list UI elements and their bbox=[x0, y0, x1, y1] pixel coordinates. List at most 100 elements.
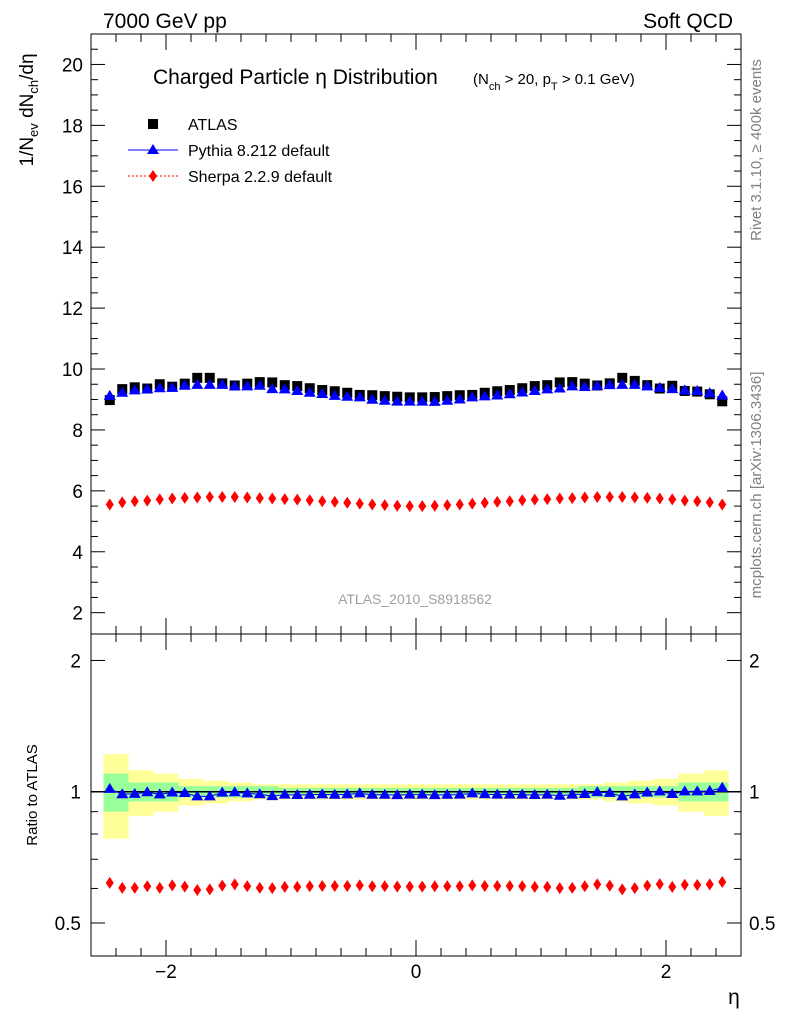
ratio-point bbox=[530, 880, 539, 893]
data-point bbox=[555, 492, 564, 505]
ratio-point bbox=[153, 788, 166, 799]
data-point bbox=[716, 389, 729, 400]
data-point bbox=[480, 496, 489, 509]
ratio-point bbox=[680, 878, 689, 891]
data-point bbox=[318, 495, 327, 508]
legend-marker bbox=[148, 119, 158, 129]
ratio-point bbox=[193, 884, 202, 897]
ratio-point bbox=[230, 878, 239, 891]
data-point bbox=[428, 395, 441, 406]
data-point bbox=[178, 379, 191, 390]
data-point bbox=[128, 384, 141, 395]
ratio-point bbox=[555, 882, 564, 895]
ratio-point bbox=[268, 882, 277, 895]
x-tick-label: −2 bbox=[155, 962, 177, 983]
data-point bbox=[668, 493, 677, 506]
data-point bbox=[216, 378, 229, 389]
data-point bbox=[166, 381, 179, 392]
data-point bbox=[191, 378, 204, 389]
data-point bbox=[205, 490, 214, 503]
data-point bbox=[628, 378, 641, 389]
ratio-point bbox=[718, 875, 727, 888]
ratio-point bbox=[216, 786, 229, 797]
ratio-point bbox=[653, 785, 666, 796]
y-tick-label: 16 bbox=[62, 177, 83, 198]
ratio-point bbox=[516, 788, 529, 799]
ratio-point bbox=[466, 787, 479, 798]
data-point bbox=[493, 495, 502, 508]
legend-entry: ATLAS bbox=[188, 117, 238, 134]
data-point bbox=[468, 497, 477, 510]
data-point bbox=[155, 493, 164, 506]
data-point bbox=[466, 391, 479, 402]
data-point bbox=[543, 493, 552, 506]
ratio-point bbox=[716, 781, 729, 792]
data-point bbox=[666, 383, 679, 394]
ratio-point bbox=[318, 879, 327, 892]
ratio-point bbox=[480, 879, 489, 892]
ratio-point bbox=[628, 788, 641, 799]
ratio-point bbox=[278, 788, 291, 799]
data-point bbox=[580, 491, 589, 504]
data-point bbox=[380, 499, 389, 512]
legend: ATLAS Pythia 8.212 default Sherpa 2.2.9 de… bbox=[128, 117, 333, 186]
data-point bbox=[403, 395, 416, 406]
data-point bbox=[616, 378, 629, 389]
ratio-point bbox=[328, 788, 341, 799]
ratio-point bbox=[578, 788, 591, 799]
ratio-point bbox=[528, 788, 541, 799]
main-x-axis bbox=[90, 34, 742, 634]
x-tick-label: 2 bbox=[661, 962, 672, 983]
data-point bbox=[255, 492, 264, 505]
ratio-point bbox=[266, 790, 279, 801]
data-point bbox=[541, 383, 554, 394]
data-point bbox=[293, 493, 302, 506]
ratio-point bbox=[491, 788, 504, 799]
y-tick-label: 2 bbox=[72, 604, 83, 625]
y-tick-label: 2 bbox=[70, 651, 81, 672]
data-point bbox=[305, 494, 314, 507]
data-point bbox=[153, 382, 166, 393]
data-point bbox=[416, 395, 429, 406]
ratio-point bbox=[178, 787, 191, 798]
ratio-point bbox=[453, 788, 466, 799]
data-point bbox=[418, 500, 427, 513]
data-point bbox=[568, 492, 577, 505]
ratio-point bbox=[255, 881, 264, 894]
ratio-point bbox=[180, 880, 189, 893]
data-point bbox=[353, 391, 366, 402]
rivet-label: Rivet 3.1.10, ≥ 400k events bbox=[748, 59, 765, 241]
data-point bbox=[553, 382, 566, 393]
data-point bbox=[253, 379, 266, 390]
y-tick-label: 18 bbox=[62, 116, 83, 137]
ratio-point bbox=[580, 880, 589, 893]
data-point bbox=[703, 387, 716, 398]
ratio-point bbox=[591, 786, 604, 797]
data-point bbox=[280, 493, 289, 506]
ratio-point bbox=[543, 880, 552, 893]
ratio-point bbox=[291, 788, 304, 799]
ratio-point bbox=[693, 879, 702, 892]
data-point bbox=[591, 380, 604, 391]
data-point bbox=[453, 393, 466, 404]
ratio-point bbox=[368, 880, 377, 893]
data-point bbox=[693, 495, 702, 508]
header-beam-label: 7000 GeV pp bbox=[103, 10, 227, 33]
ratio-point bbox=[116, 788, 129, 799]
data-point bbox=[643, 491, 652, 504]
ratio-point bbox=[330, 879, 339, 892]
ratio-point bbox=[343, 879, 352, 892]
ratio-point bbox=[668, 880, 677, 893]
ratio-point bbox=[691, 785, 704, 796]
ratio-point bbox=[630, 882, 639, 895]
y-tick-label: 4 bbox=[72, 543, 83, 564]
mcplots-label: mcplots.cern.ch [arXiv:1306.3436] bbox=[748, 372, 765, 599]
ratio-point bbox=[303, 788, 316, 799]
y-tick-label: 14 bbox=[62, 238, 84, 259]
ratio-point bbox=[403, 788, 416, 799]
data-point bbox=[143, 494, 152, 507]
data-point bbox=[193, 491, 202, 504]
ratio-marks bbox=[91, 781, 741, 897]
plot-title-cut: (Nch > 20, pT > 0.1 GeV) bbox=[473, 71, 635, 93]
ratio-point bbox=[241, 787, 254, 798]
